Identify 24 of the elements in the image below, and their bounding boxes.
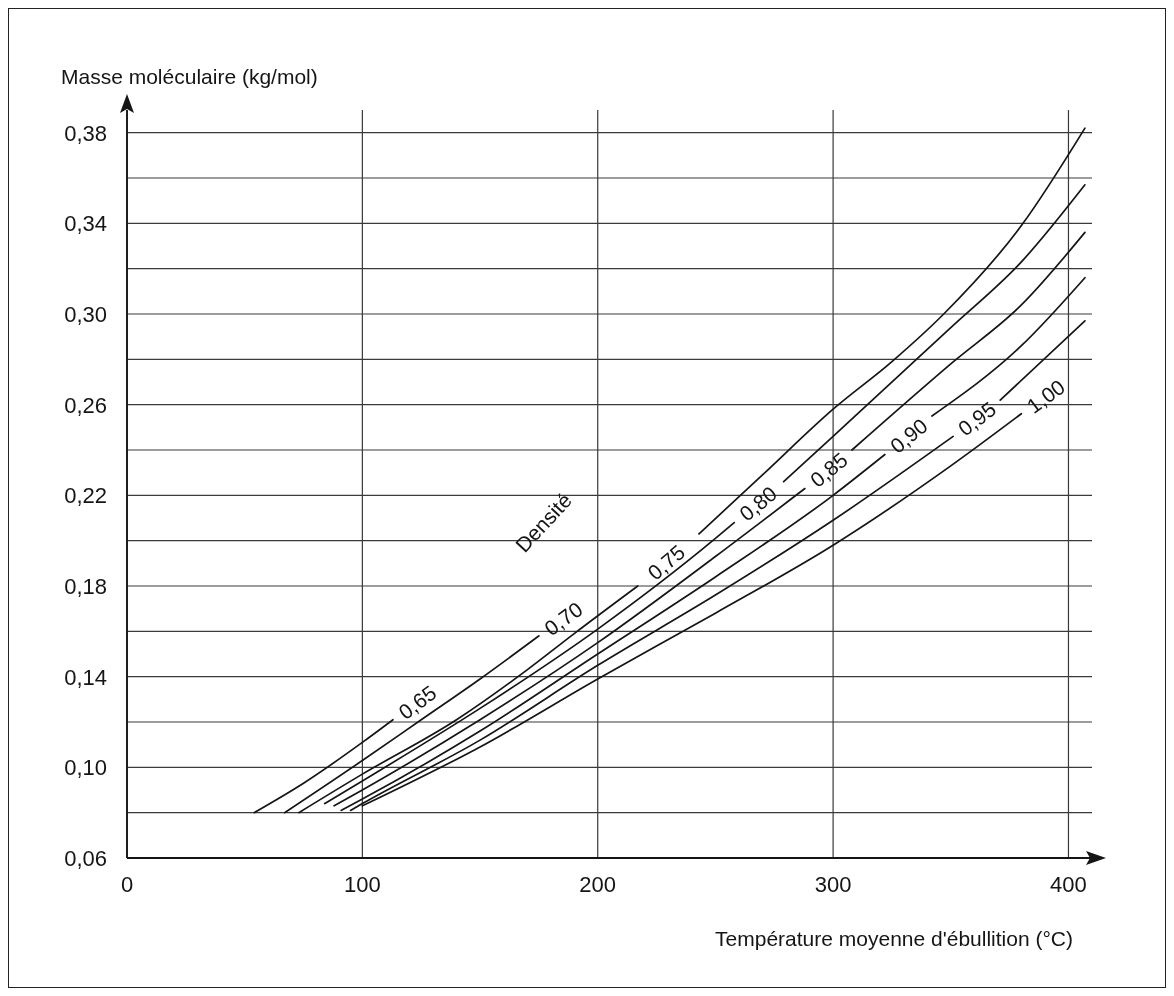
text: 0,65 (393, 680, 441, 724)
y-tick-label: 0,30 (64, 301, 107, 327)
x-tick-label: 400 (1050, 871, 1087, 897)
y-tick-label: 0,26 (64, 392, 107, 418)
text: 0,75 (642, 539, 689, 584)
y-tick-label: 0,06 (64, 845, 107, 871)
text: 0,90 (885, 413, 932, 458)
y-tick-label: 0,38 (64, 120, 107, 146)
y-tick-label: 0,18 (64, 573, 107, 599)
text: 0,95 (953, 396, 1000, 440)
x-axis-title: Température moyenne d'ébullition (°C) (715, 927, 1073, 950)
y-tick-label: 0,14 (64, 664, 107, 690)
y-tick-label: 0,10 (64, 754, 107, 780)
text: 0,70 (539, 596, 587, 640)
text: 0,80 (734, 481, 781, 525)
text: 1,00 (1022, 374, 1069, 418)
x-tick-label: 100 (344, 871, 381, 897)
x-tick-label: 300 (814, 871, 852, 897)
y-axis-title: Masse moléculaire (kg/mol) (61, 65, 318, 88)
x-tick-label: 0 (120, 871, 134, 897)
x-tick-label: 200 (579, 871, 617, 897)
text: 0,85 (805, 447, 852, 492)
y-tick-label: 0,22 (64, 482, 107, 508)
y-tick-label: 0,34 (64, 210, 107, 236)
